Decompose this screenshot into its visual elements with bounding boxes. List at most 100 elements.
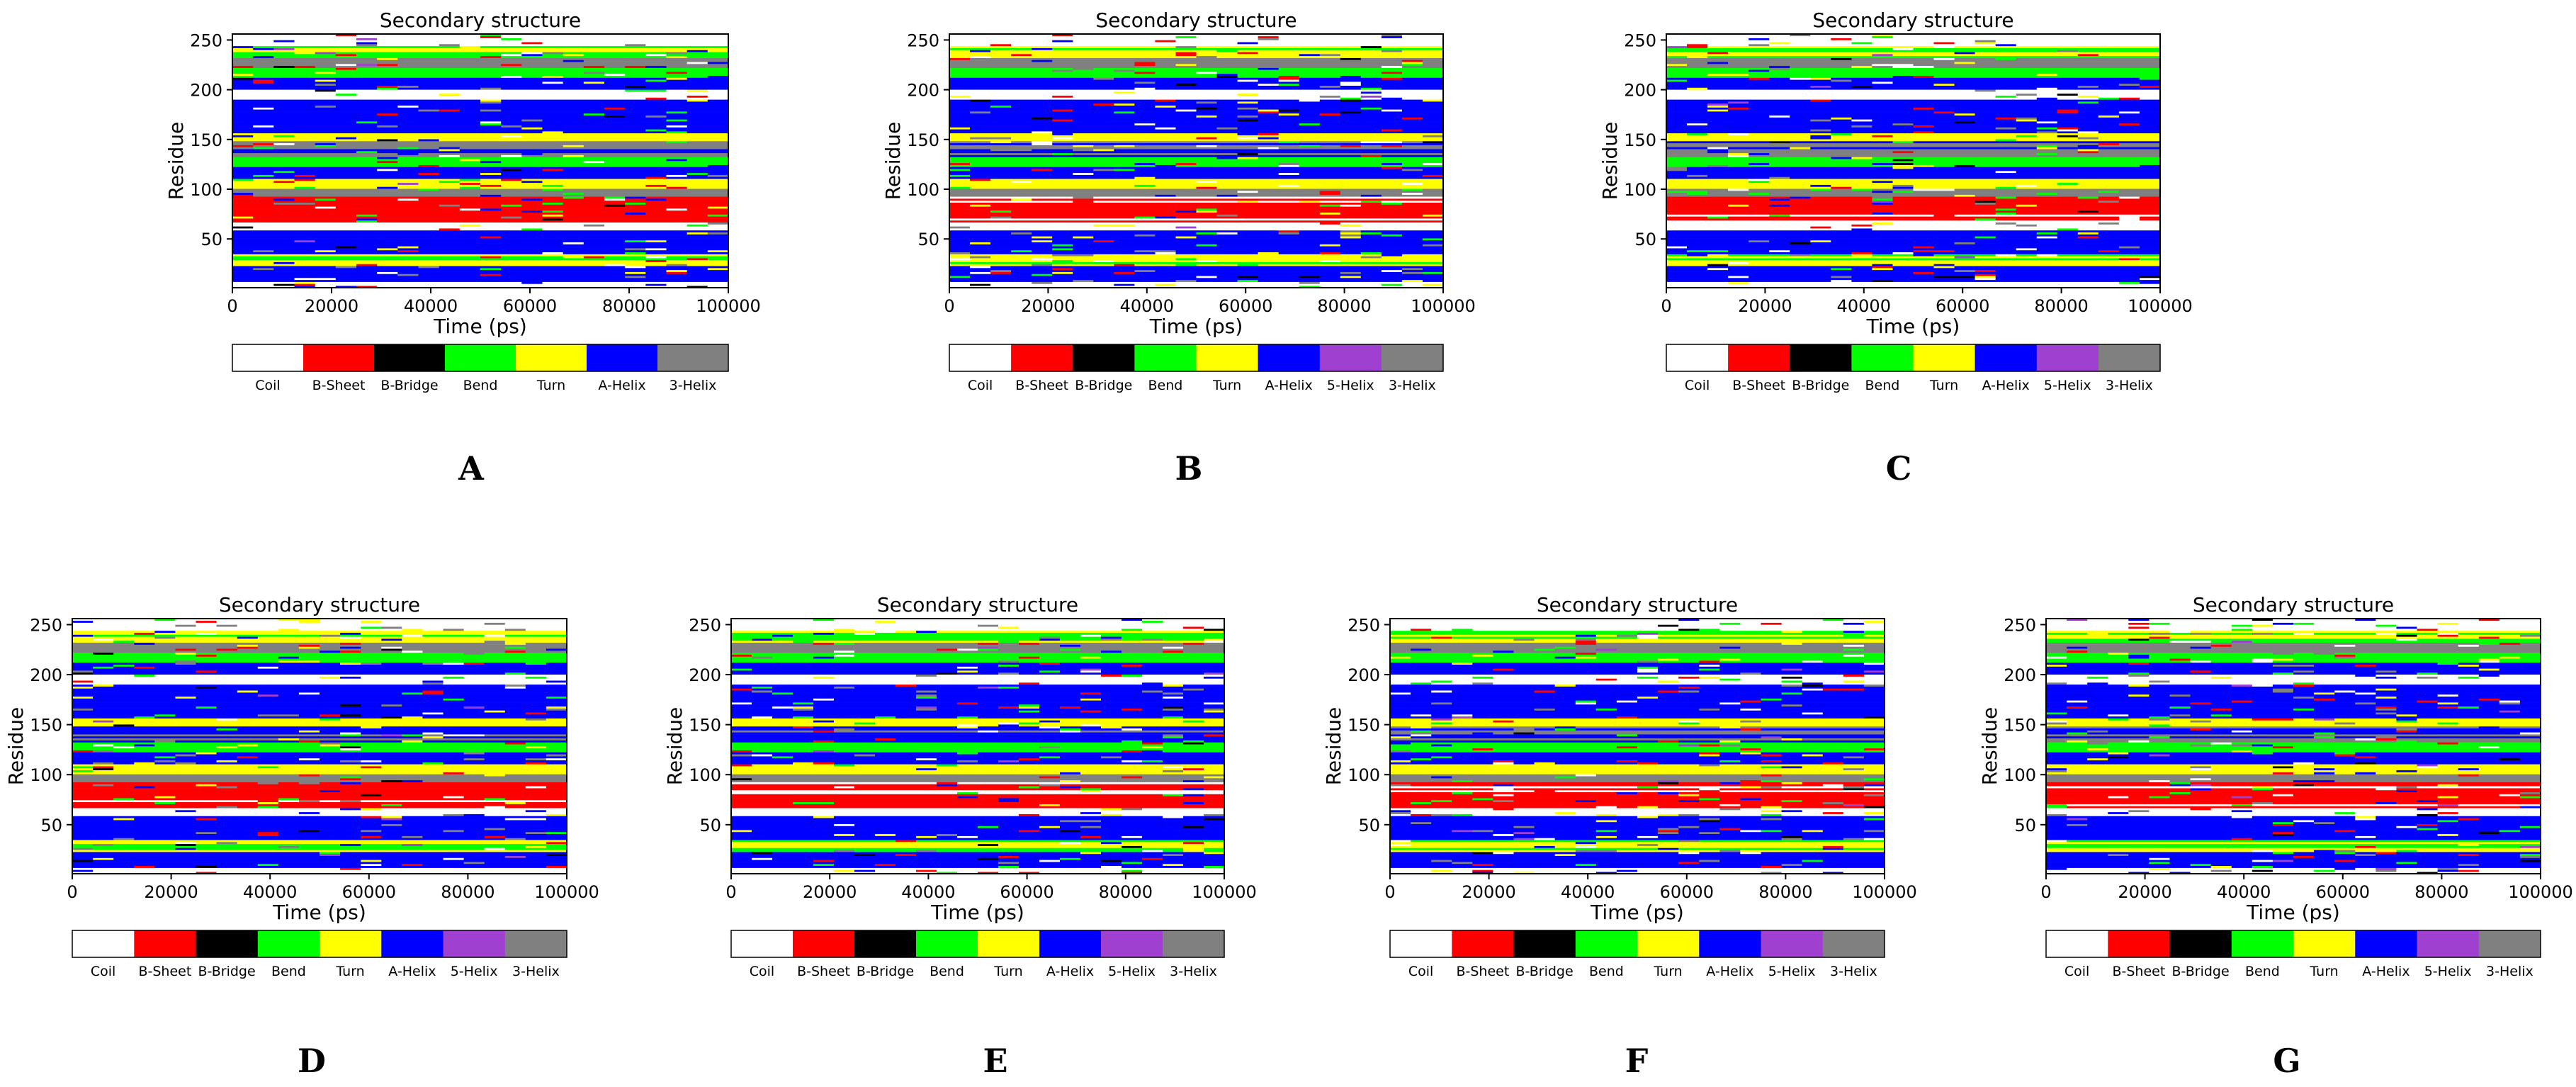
heatmap-cell xyxy=(1513,852,1679,855)
legend-swatch xyxy=(1851,344,1914,371)
heatmap-cell xyxy=(216,620,300,623)
heatmap-cell xyxy=(1101,668,1225,671)
heatmap-cell xyxy=(1390,865,1762,868)
heatmap-cell xyxy=(2108,752,2129,755)
heatmap-cell xyxy=(937,872,958,874)
heatmap-cell xyxy=(72,734,341,737)
heatmap-cell xyxy=(1995,139,2017,142)
heatmap-cell xyxy=(1390,648,1411,651)
heatmap-cell xyxy=(1299,123,1321,125)
heatmap-cell xyxy=(1595,634,1617,637)
heatmap-cell xyxy=(1995,57,2017,60)
heatmap-cell xyxy=(402,734,423,737)
heatmap-cell xyxy=(1872,135,1893,137)
heatmap-cell xyxy=(397,64,502,67)
heatmap-cell xyxy=(422,634,485,637)
heatmap-cell xyxy=(1658,828,1679,830)
heatmap-cell xyxy=(546,853,567,856)
heatmap-cell xyxy=(72,782,259,784)
heatmap-cell xyxy=(1401,192,1423,195)
heatmap-cell xyxy=(278,738,300,740)
heatmap-cell xyxy=(2478,674,2500,677)
heatmap-cell xyxy=(1719,702,1741,705)
heatmap-cell xyxy=(1452,680,1659,683)
heatmap-cell xyxy=(2087,646,2191,649)
heatmap-cell xyxy=(1019,704,1040,706)
heatmap-cell xyxy=(232,268,254,271)
heatmap-cell xyxy=(2077,137,2099,140)
heatmap-cell xyxy=(1390,696,1638,699)
heatmap-cell xyxy=(2210,708,2232,711)
heatmap-cell xyxy=(2478,636,2500,639)
heatmap-cell xyxy=(937,674,1102,677)
heatmap-cell xyxy=(1237,157,1259,159)
heatmap-cell xyxy=(2314,820,2439,823)
heatmap-cell xyxy=(356,151,378,154)
heatmap-cell xyxy=(949,57,971,60)
heatmap-cell xyxy=(1423,64,1444,67)
heatmap-cell xyxy=(2478,863,2541,866)
heatmap-cell xyxy=(2128,796,2150,799)
heatmap-cell xyxy=(2458,767,2480,770)
heatmap-cell xyxy=(1749,162,1770,165)
heatmap-cell xyxy=(2334,654,2356,657)
heatmap-cell xyxy=(731,696,917,699)
heatmap-cell xyxy=(315,198,337,201)
heatmap-cell xyxy=(1769,162,1872,165)
heatmap-cell xyxy=(1423,169,1444,171)
heatmap-cell xyxy=(2376,772,2541,775)
heatmap-cell xyxy=(2036,204,2161,207)
heatmap-cell xyxy=(232,103,729,106)
heatmap-cell xyxy=(949,222,1321,225)
heatmap-cell xyxy=(315,105,337,108)
heatmap-cell xyxy=(1995,202,2161,205)
heatmap-cell xyxy=(1616,746,1638,749)
heatmap-cell xyxy=(1913,131,1935,134)
heatmap-cell xyxy=(521,228,543,231)
heatmap-cell xyxy=(439,93,461,96)
heatmap-cell xyxy=(1666,167,1688,169)
heatmap-cell xyxy=(2314,622,2439,625)
heatmap-cell xyxy=(1155,99,1176,102)
heatmap-cell xyxy=(1719,789,1885,792)
heatmap-cell xyxy=(645,129,667,132)
heatmap-cell xyxy=(1039,704,1225,706)
heatmap-cell xyxy=(645,54,667,57)
heatmap-cell xyxy=(2098,142,2120,145)
heatmap-cell xyxy=(1258,252,1279,254)
heatmap-cell xyxy=(216,786,238,789)
heatmap-cell xyxy=(1278,111,1341,114)
heatmap-cell xyxy=(1707,87,2038,90)
heatmap-cell xyxy=(2077,149,2099,152)
heatmap-cell xyxy=(916,708,937,711)
heatmap-cell xyxy=(2417,740,2541,743)
heatmap-cell xyxy=(1381,232,1444,235)
heatmap-cell xyxy=(2499,757,2521,760)
heatmap-cell xyxy=(1019,813,1040,816)
heatmap-cell xyxy=(1423,135,1444,137)
heatmap-cell xyxy=(1122,756,1225,759)
heatmap-cell xyxy=(1155,176,1444,179)
heatmap-cell xyxy=(731,798,999,801)
heatmap-cell xyxy=(1781,774,1885,777)
heatmap-cell xyxy=(1196,54,1300,57)
heatmap-cell xyxy=(154,744,238,747)
heatmap-cell xyxy=(72,762,94,765)
heatmap-cell xyxy=(563,54,584,57)
x-tick-label: 40000 xyxy=(901,882,955,902)
heatmap-cell xyxy=(1183,642,1204,645)
heatmap-cell xyxy=(1163,760,1225,762)
heatmap-cell xyxy=(1390,808,1493,811)
x-tick-label: 80000 xyxy=(1758,882,1812,902)
heatmap-cell xyxy=(1237,73,1444,76)
heatmap-cell xyxy=(1390,664,1700,667)
heatmap-cell xyxy=(315,145,337,147)
heatmap-cell xyxy=(2293,766,2418,769)
heatmap-cell xyxy=(2499,700,2521,703)
heatmap-cell xyxy=(484,652,567,655)
heatmap-cell xyxy=(1719,808,1741,811)
heatmap-cell xyxy=(525,650,567,653)
heatmap-cell xyxy=(1872,157,2161,159)
heatmap-cell xyxy=(480,99,502,102)
heatmap-cell xyxy=(320,830,361,833)
